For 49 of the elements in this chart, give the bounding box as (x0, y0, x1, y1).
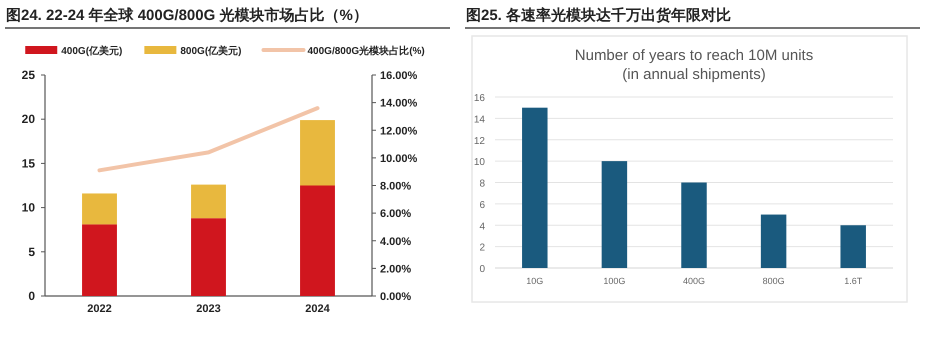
y2-tick-label: 0.00% (380, 291, 412, 303)
chart-subtitle: Number of years to reach 10M units (in annual shipments) (574, 47, 814, 83)
x-tick-label: 1.6T (844, 276, 863, 286)
y-tick-label: 0 (28, 289, 36, 303)
y2-tick-label: 16.00% (380, 70, 418, 82)
bar (840, 225, 866, 268)
bar (300, 186, 335, 296)
y-tick-label: 10 (474, 157, 486, 168)
bar (760, 214, 786, 268)
bar (191, 184, 226, 218)
y2-tick-label: 6.00% (380, 208, 412, 220)
x-tick-label: 2022 (87, 303, 112, 315)
bar (300, 120, 335, 186)
legend-label: 400G/800G光模块占比(%) (307, 45, 425, 57)
bar (191, 218, 226, 296)
chart-title: 图24. 22-24 年全球 400G/800G 光模块市场占比（%） (6, 6, 368, 24)
x-tick-label: 2024 (305, 303, 331, 315)
bar (681, 182, 707, 268)
y-tick-label: 4 (479, 221, 486, 232)
x-tick-label: 2023 (196, 303, 221, 315)
y2-tick-label: 12.00% (380, 125, 418, 138)
legend-label: 800G(亿美元) (180, 45, 242, 57)
y-tick-label: 5 (28, 244, 36, 259)
y2-tick-label: 14.00% (380, 98, 418, 110)
y-tick-label: 2 (479, 242, 486, 254)
bar (82, 193, 117, 224)
chart-title: 图25. 各速率光模块达千万出货年限对比 (466, 6, 732, 24)
x-tick-label: 100G (603, 276, 626, 286)
y-tick-label: 16 (474, 93, 486, 104)
y-tick-label: 12 (474, 136, 486, 147)
y-tick-label: 15 (22, 156, 36, 170)
y-tick-label: 20 (22, 112, 36, 126)
y2-tick-label: 8.00% (380, 180, 412, 192)
y2-tick-label: 10.00% (380, 152, 418, 165)
y-tick-label: 25 (22, 68, 36, 82)
y-tick-label: 8 (479, 178, 486, 190)
x-tick-label: 10G (526, 276, 544, 286)
y2-tick-label: 2.00% (380, 263, 412, 276)
bar (522, 108, 548, 268)
legend-label: 400G(亿美元) (61, 45, 122, 57)
y-tick-label: 10 (22, 200, 36, 215)
x-tick-label: 800G (762, 276, 785, 286)
x-tick-label: 400G (682, 276, 706, 286)
y-tick-label: 14 (474, 114, 486, 126)
bar (82, 224, 117, 296)
y2-tick-label: 4.00% (380, 236, 412, 248)
y-tick-label: 6 (479, 200, 486, 211)
y-tick-label: 0 (479, 264, 486, 275)
bar (602, 161, 628, 268)
